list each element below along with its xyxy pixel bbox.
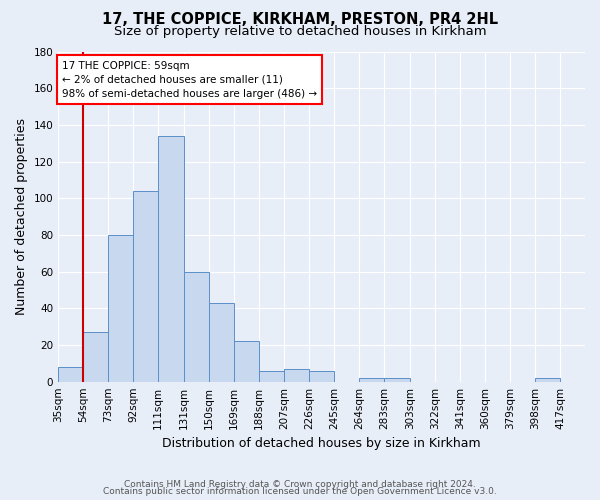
Bar [133,191,158,382]
Text: Contains HM Land Registry data © Crown copyright and database right 2024.: Contains HM Land Registry data © Crown c… [124,480,476,489]
Bar [158,136,184,382]
Bar [309,370,334,382]
Bar [234,342,259,382]
Text: 17, THE COPPICE, KIRKHAM, PRESTON, PR4 2HL: 17, THE COPPICE, KIRKHAM, PRESTON, PR4 2… [102,12,498,28]
Bar [108,235,133,382]
Bar [58,367,83,382]
X-axis label: Distribution of detached houses by size in Kirkham: Distribution of detached houses by size … [162,437,481,450]
Bar [535,378,560,382]
Text: 17 THE COPPICE: 59sqm
← 2% of detached houses are smaller (11)
98% of semi-detac: 17 THE COPPICE: 59sqm ← 2% of detached h… [62,60,317,98]
Bar [359,378,384,382]
Text: Size of property relative to detached houses in Kirkham: Size of property relative to detached ho… [113,25,487,38]
Y-axis label: Number of detached properties: Number of detached properties [15,118,28,315]
Text: Contains public sector information licensed under the Open Government Licence v3: Contains public sector information licen… [103,488,497,496]
Bar [384,378,410,382]
Bar [259,370,284,382]
Bar [184,272,209,382]
Bar [83,332,108,382]
Bar [284,369,309,382]
Bar [209,303,234,382]
